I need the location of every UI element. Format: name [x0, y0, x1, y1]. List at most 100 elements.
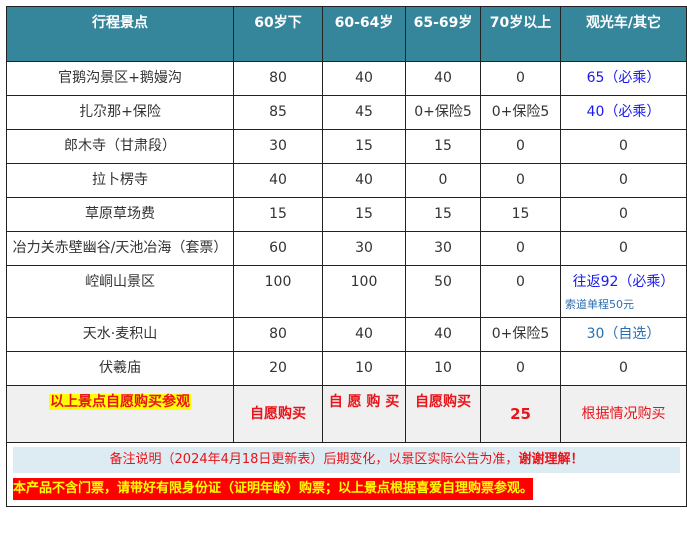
attraction-label: 拉卜楞寺 — [92, 172, 148, 188]
attraction-label: 冶力关赤壁幽谷/天池冶海（套票） — [12, 240, 228, 256]
header-row: 行程景点 60岁下 60-64岁 65-69岁 70岁以上 观光车/其它 — [6, 6, 687, 62]
price-cell: 15 — [322, 197, 406, 232]
price-value: 0 — [619, 172, 628, 188]
attraction-name: 草原草场费 — [6, 197, 234, 232]
price-cell: 15 — [233, 197, 323, 232]
warning-note: 本产品不含门票，请带好有限身份证（证明年龄）购票；以上景点根据喜爱自理购票参观。 — [13, 478, 534, 500]
remark-note: 备注说明（2024年4月18日更新表）后期变化，以景区实际公告为准，谢谢理解！ — [13, 447, 680, 473]
price-cell: 15 — [322, 129, 406, 164]
ticket-price-table: 行程景点 60岁下 60-64岁 65-69岁 70岁以上 观光车/其它 官鹅沟… — [6, 6, 687, 507]
attraction-label: 崆峒山景区 — [85, 274, 155, 290]
price-cell: 15 — [480, 197, 561, 232]
price-value: 65（必乘） — [586, 70, 661, 86]
price-value: 40 — [355, 172, 373, 188]
price-value: 40 — [434, 326, 452, 342]
price-value: 15 — [355, 206, 373, 222]
table-row: 郎木寺（甘肃段） 30 15 15 0 0 — [6, 129, 687, 164]
price-value: 0 — [516, 138, 525, 154]
summary-c4: 25 — [480, 385, 561, 443]
price-cell: 往返92（必乘） 索道单程50元 — [560, 265, 687, 318]
price-cell: 0 — [405, 163, 481, 198]
price-value: 0 — [516, 274, 525, 290]
price-value: 30（自选） — [586, 326, 661, 342]
price-cell: 30 — [322, 231, 406, 266]
price-cell: 30（自选） — [560, 317, 687, 352]
price-cell: 30 — [233, 129, 323, 164]
summary-c1: 自愿购买 — [233, 385, 323, 443]
price-cell: 0+保险5 — [480, 95, 561, 130]
attraction-label: 官鹅沟景区+鹅嫚沟 — [58, 70, 182, 86]
price-cell: 15 — [405, 197, 481, 232]
price-cell: 40 — [322, 163, 406, 198]
price-cell: 0+保险5 — [480, 317, 561, 352]
attraction-name: 拉卜楞寺 — [6, 163, 234, 198]
price-cell: 50 — [405, 265, 481, 318]
price-value: 40 — [355, 70, 373, 86]
header-60-64: 60-64岁 — [322, 6, 406, 62]
price-value: 0+保险5 — [491, 326, 550, 342]
price-value: 0 — [619, 360, 628, 376]
header-shuttle-other: 观光车/其它 — [560, 6, 687, 62]
price-cell: 0 — [480, 351, 561, 386]
price-value: 60 — [269, 240, 287, 256]
price-value: 80 — [269, 70, 287, 86]
price-value: 40（必乘） — [586, 104, 661, 120]
header-65-69: 65-69岁 — [405, 6, 481, 62]
price-value: 0 — [619, 240, 628, 256]
price-value: 0 — [438, 172, 448, 188]
price-value: 15 — [511, 206, 530, 222]
price-cell: 0+保险5 — [405, 95, 481, 130]
table-row: 伏羲庙 20 10 10 0 0 — [6, 351, 687, 386]
remark-text: 备注说明（2024年4月18日更新表）后期变化，以景区实际公告为准， — [109, 452, 519, 467]
attraction-label: 郎木寺（甘肃段） — [64, 138, 176, 154]
price-value: 30 — [434, 240, 452, 256]
table-row: 崆峒山景区 100 100 50 0 往返92（必乘） 索道单程50元 — [6, 265, 687, 318]
price-value: 20 — [269, 360, 287, 376]
price-cell: 40（必乘） — [560, 95, 687, 130]
price-cell: 85 — [233, 95, 323, 130]
attraction-name: 天水·麦积山 — [6, 317, 234, 352]
price-value: 30 — [269, 138, 287, 154]
price-cell: 80 — [233, 317, 323, 352]
summary-c3: 自愿购买 — [405, 385, 481, 443]
table-row: 扎尕那+保险 85 45 0+保险5 0+保险5 40（必乘） — [6, 95, 687, 130]
price-value: 0+保险5 — [491, 104, 550, 120]
price-value: 40 — [355, 326, 373, 342]
price-cell: 0 — [560, 351, 687, 386]
price-cell: 0 — [560, 163, 687, 198]
price-value: 15 — [355, 138, 373, 154]
price-cell: 60 — [233, 231, 323, 266]
price-cell: 40 — [405, 317, 481, 352]
price-cell: 0 — [480, 163, 561, 198]
price-cell: 0 — [480, 231, 561, 266]
price-value: 15 — [434, 206, 452, 222]
attraction-name: 冶力关赤壁幽谷/天池冶海（套票） — [6, 231, 234, 266]
attraction-label: 天水·麦积山 — [82, 326, 158, 342]
price-value: 15 — [269, 206, 287, 222]
table-row: 拉卜楞寺 40 40 0 0 0 — [6, 163, 687, 198]
price-value: 10 — [434, 360, 452, 376]
price-cell: 10 — [322, 351, 406, 386]
price-value: 100 — [264, 274, 292, 290]
price-value: 10 — [355, 360, 373, 376]
price-value: 40 — [269, 172, 287, 188]
price-value: 0 — [619, 206, 628, 222]
remark-thanks: 谢谢理解！ — [518, 452, 584, 467]
price-cell: 100 — [233, 265, 323, 318]
price-cell: 0 — [480, 265, 561, 318]
table-row: 冶力关赤壁幽谷/天池冶海（套票） 60 30 30 0 0 — [6, 231, 687, 266]
price-value: 40 — [434, 70, 452, 86]
attraction-name: 郎木寺（甘肃段） — [6, 129, 234, 164]
header-attraction: 行程景点 — [6, 6, 234, 62]
price-cell: 40 — [405, 61, 481, 96]
price-cell: 45 — [322, 95, 406, 130]
price-cell: 0 — [560, 129, 687, 164]
summary-c5: 根据情况购买 — [560, 385, 687, 443]
attraction-name: 伏羲庙 — [6, 351, 234, 386]
header-under-60: 60岁下 — [233, 6, 323, 62]
price-value: 50 — [434, 274, 452, 290]
ticket-price-table-container: 行程景点 60岁下 60-64岁 65-69岁 70岁以上 观光车/其它 官鹅沟… — [6, 6, 687, 507]
price-value: 100 — [350, 274, 378, 290]
price-cell: 0 — [560, 197, 687, 232]
price-value: 0 — [516, 360, 525, 376]
